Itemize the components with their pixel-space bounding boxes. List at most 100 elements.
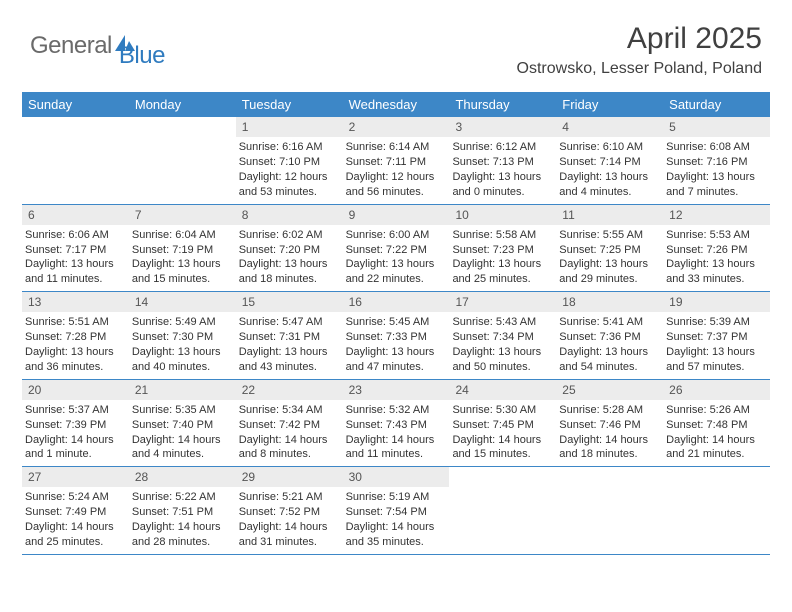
sunrise-text: Sunrise: 5:24 AM bbox=[25, 490, 126, 505]
day-number: 22 bbox=[236, 380, 343, 400]
day-body: Sunrise: 6:04 AMSunset: 7:19 PMDaylight:… bbox=[129, 225, 236, 291]
day-cell: 12Sunrise: 5:53 AMSunset: 7:26 PMDayligh… bbox=[663, 205, 770, 292]
week-row: 27Sunrise: 5:24 AMSunset: 7:49 PMDayligh… bbox=[22, 467, 770, 555]
sunrise-text: Sunrise: 5:47 AM bbox=[239, 315, 340, 330]
sunrise-text: Sunrise: 5:49 AM bbox=[132, 315, 233, 330]
day-body: Sunrise: 5:39 AMSunset: 7:37 PMDaylight:… bbox=[663, 312, 770, 378]
sunrise-text: Sunrise: 6:10 AM bbox=[559, 140, 660, 155]
daylight-text: Daylight: 14 hours and 25 minutes. bbox=[25, 520, 126, 550]
sunset-text: Sunset: 7:45 PM bbox=[452, 418, 553, 433]
day-number: 18 bbox=[556, 292, 663, 312]
week-row: ..1Sunrise: 6:16 AMSunset: 7:10 PMDaylig… bbox=[22, 117, 770, 205]
sunrise-text: Sunrise: 5:58 AM bbox=[452, 228, 553, 243]
sunset-text: Sunset: 7:28 PM bbox=[25, 330, 126, 345]
day-body: Sunrise: 6:06 AMSunset: 7:17 PMDaylight:… bbox=[22, 225, 129, 291]
sunset-text: Sunset: 7:13 PM bbox=[452, 155, 553, 170]
weekday-header: Friday bbox=[556, 92, 663, 117]
sunset-text: Sunset: 7:46 PM bbox=[559, 418, 660, 433]
sunrise-text: Sunrise: 6:00 AM bbox=[346, 228, 447, 243]
sunset-text: Sunset: 7:34 PM bbox=[452, 330, 553, 345]
weekday-header: Tuesday bbox=[236, 92, 343, 117]
day-number: 19 bbox=[663, 292, 770, 312]
day-body: Sunrise: 6:00 AMSunset: 7:22 PMDaylight:… bbox=[343, 225, 450, 291]
day-cell: 23Sunrise: 5:32 AMSunset: 7:43 PMDayligh… bbox=[343, 380, 450, 467]
day-body: Sunrise: 6:08 AMSunset: 7:16 PMDaylight:… bbox=[663, 137, 770, 203]
brand-text-blue: Blue bbox=[119, 22, 165, 70]
day-number: 24 bbox=[449, 380, 556, 400]
daylight-text: Daylight: 13 hours and 57 minutes. bbox=[666, 345, 767, 375]
title-block: April 2025 Ostrowsko, Lesser Poland, Pol… bbox=[517, 22, 762, 78]
day-body: Sunrise: 5:47 AMSunset: 7:31 PMDaylight:… bbox=[236, 312, 343, 378]
day-cell: 30Sunrise: 5:19 AMSunset: 7:54 PMDayligh… bbox=[343, 467, 450, 554]
sunrise-text: Sunrise: 5:22 AM bbox=[132, 490, 233, 505]
sunset-text: Sunset: 7:20 PM bbox=[239, 243, 340, 258]
sunset-text: Sunset: 7:25 PM bbox=[559, 243, 660, 258]
daylight-text: Daylight: 13 hours and 7 minutes. bbox=[666, 170, 767, 200]
weekday-header-row: Sunday Monday Tuesday Wednesday Thursday… bbox=[22, 92, 770, 117]
day-cell: 7Sunrise: 6:04 AMSunset: 7:19 PMDaylight… bbox=[129, 205, 236, 292]
day-body: Sunrise: 6:16 AMSunset: 7:10 PMDaylight:… bbox=[236, 137, 343, 203]
daylight-text: Daylight: 14 hours and 31 minutes. bbox=[239, 520, 340, 550]
location-subtitle: Ostrowsko, Lesser Poland, Poland bbox=[517, 60, 762, 78]
day-body: Sunrise: 5:51 AMSunset: 7:28 PMDaylight:… bbox=[22, 312, 129, 378]
day-cell: 19Sunrise: 5:39 AMSunset: 7:37 PMDayligh… bbox=[663, 292, 770, 379]
daylight-text: Daylight: 14 hours and 11 minutes. bbox=[346, 433, 447, 463]
day-body: Sunrise: 5:24 AMSunset: 7:49 PMDaylight:… bbox=[22, 487, 129, 553]
sunrise-text: Sunrise: 5:43 AM bbox=[452, 315, 553, 330]
sunset-text: Sunset: 7:43 PM bbox=[346, 418, 447, 433]
daylight-text: Daylight: 13 hours and 47 minutes. bbox=[346, 345, 447, 375]
daylight-text: Daylight: 12 hours and 53 minutes. bbox=[239, 170, 340, 200]
daylight-text: Daylight: 13 hours and 15 minutes. bbox=[132, 257, 233, 287]
sunset-text: Sunset: 7:22 PM bbox=[346, 243, 447, 258]
day-number: 8 bbox=[236, 205, 343, 225]
daylight-text: Daylight: 13 hours and 33 minutes. bbox=[666, 257, 767, 287]
day-body: Sunrise: 5:26 AMSunset: 7:48 PMDaylight:… bbox=[663, 400, 770, 466]
sunset-text: Sunset: 7:49 PM bbox=[25, 505, 126, 520]
daylight-text: Daylight: 13 hours and 4 minutes. bbox=[559, 170, 660, 200]
weekday-header: Saturday bbox=[663, 92, 770, 117]
day-number: 21 bbox=[129, 380, 236, 400]
daylight-text: Daylight: 12 hours and 56 minutes. bbox=[346, 170, 447, 200]
day-cell: 5Sunrise: 6:08 AMSunset: 7:16 PMDaylight… bbox=[663, 117, 770, 204]
day-cell: 4Sunrise: 6:10 AMSunset: 7:14 PMDaylight… bbox=[556, 117, 663, 204]
sunset-text: Sunset: 7:30 PM bbox=[132, 330, 233, 345]
sunset-text: Sunset: 7:33 PM bbox=[346, 330, 447, 345]
day-cell: . bbox=[556, 467, 663, 554]
day-cell: 24Sunrise: 5:30 AMSunset: 7:45 PMDayligh… bbox=[449, 380, 556, 467]
sunrise-text: Sunrise: 5:32 AM bbox=[346, 403, 447, 418]
sunset-text: Sunset: 7:39 PM bbox=[25, 418, 126, 433]
day-body: Sunrise: 6:02 AMSunset: 7:20 PMDaylight:… bbox=[236, 225, 343, 291]
day-cell: 14Sunrise: 5:49 AMSunset: 7:30 PMDayligh… bbox=[129, 292, 236, 379]
day-body: Sunrise: 5:58 AMSunset: 7:23 PMDaylight:… bbox=[449, 225, 556, 291]
day-cell: . bbox=[129, 117, 236, 204]
daylight-text: Daylight: 14 hours and 35 minutes. bbox=[346, 520, 447, 550]
day-cell: . bbox=[449, 467, 556, 554]
day-cell: 27Sunrise: 5:24 AMSunset: 7:49 PMDayligh… bbox=[22, 467, 129, 554]
sunset-text: Sunset: 7:42 PM bbox=[239, 418, 340, 433]
daylight-text: Daylight: 13 hours and 43 minutes. bbox=[239, 345, 340, 375]
day-number: 16 bbox=[343, 292, 450, 312]
day-number: 1 bbox=[236, 117, 343, 137]
day-body: Sunrise: 5:37 AMSunset: 7:39 PMDaylight:… bbox=[22, 400, 129, 466]
day-cell: 16Sunrise: 5:45 AMSunset: 7:33 PMDayligh… bbox=[343, 292, 450, 379]
brand-logo: General Blue bbox=[30, 22, 165, 70]
day-number: 30 bbox=[343, 467, 450, 487]
sunrise-text: Sunrise: 5:37 AM bbox=[25, 403, 126, 418]
day-body: Sunrise: 5:32 AMSunset: 7:43 PMDaylight:… bbox=[343, 400, 450, 466]
day-cell: . bbox=[22, 117, 129, 204]
sunset-text: Sunset: 7:37 PM bbox=[666, 330, 767, 345]
sunrise-text: Sunrise: 5:35 AM bbox=[132, 403, 233, 418]
sunrise-text: Sunrise: 6:02 AM bbox=[239, 228, 340, 243]
sunset-text: Sunset: 7:40 PM bbox=[132, 418, 233, 433]
daylight-text: Daylight: 14 hours and 1 minute. bbox=[25, 433, 126, 463]
day-number: 13 bbox=[22, 292, 129, 312]
daylight-text: Daylight: 14 hours and 4 minutes. bbox=[132, 433, 233, 463]
day-number: 23 bbox=[343, 380, 450, 400]
sunrise-text: Sunrise: 5:19 AM bbox=[346, 490, 447, 505]
day-number: 20 bbox=[22, 380, 129, 400]
day-cell: 6Sunrise: 6:06 AMSunset: 7:17 PMDaylight… bbox=[22, 205, 129, 292]
sunset-text: Sunset: 7:17 PM bbox=[25, 243, 126, 258]
daylight-text: Daylight: 14 hours and 15 minutes. bbox=[452, 433, 553, 463]
daylight-text: Daylight: 13 hours and 40 minutes. bbox=[132, 345, 233, 375]
daylight-text: Daylight: 13 hours and 29 minutes. bbox=[559, 257, 660, 287]
